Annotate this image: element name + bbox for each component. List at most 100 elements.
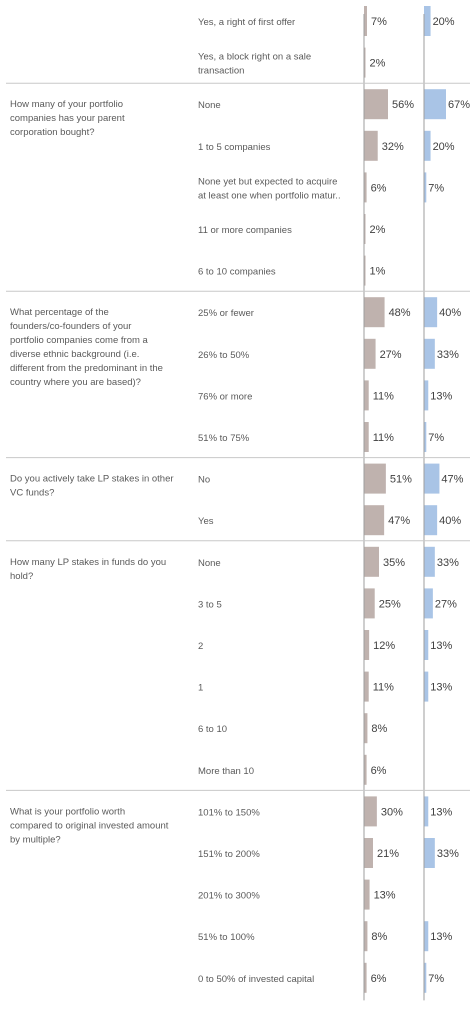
series2-value-label: 13%: [430, 682, 452, 694]
series2-bar: [424, 380, 429, 411]
series1-bar: [364, 671, 369, 702]
series1-value-label: 11%: [373, 432, 394, 444]
series1-value-label: 8%: [371, 723, 387, 735]
question-label: companies has your parent: [10, 113, 125, 124]
series1-value-label: 6%: [371, 182, 387, 194]
series2-bar: [424, 422, 427, 452]
series1-bar: [364, 962, 367, 993]
series1-value-label: 13%: [374, 890, 396, 902]
series2-value-label: 13%: [430, 390, 452, 402]
series2-bar: [424, 962, 427, 993]
answer-label: at least one when portfolio matur..: [198, 190, 341, 201]
series1-bar: [364, 588, 375, 619]
series2-bar: [424, 505, 438, 536]
series1-bar: [364, 921, 368, 952]
series1-bar: [364, 297, 385, 328]
answer-label: transaction: [198, 66, 244, 77]
question-label: different from the predominant in the: [10, 363, 163, 374]
series1-bar: [364, 713, 368, 744]
series2-bar: [424, 796, 429, 827]
series1-value-label: 48%: [389, 307, 411, 319]
question-label: VC funds?: [10, 488, 54, 499]
question-label: corporation bought?: [10, 127, 95, 138]
series2-bar: [424, 89, 446, 120]
answer-label: 1: [198, 683, 203, 694]
question-label: founders/co-founders of your: [10, 321, 131, 332]
series2-bar: [424, 921, 429, 952]
answer-label: 51% to 75%: [198, 433, 250, 444]
answer-label: None: [198, 100, 221, 111]
series1-bar: [364, 172, 367, 203]
series1-value-label: 47%: [388, 515, 410, 527]
series2-value-label: 27%: [435, 598, 457, 610]
answer-label: No: [198, 475, 210, 486]
series1-value-label: 27%: [380, 349, 402, 361]
series2-bar: [424, 838, 435, 868]
series1-bar: [364, 796, 377, 827]
answer-label: Yes, a block right on a sale: [198, 52, 311, 63]
series1-value-label: 12%: [373, 640, 395, 652]
series1-value-label: 2%: [370, 58, 386, 70]
answer-label: None yet but expected to acquire: [198, 176, 337, 187]
answer-label: 6 to 10: [198, 724, 227, 735]
answer-label: 0 to 50% of invested capital: [198, 974, 314, 985]
series1-value-label: 32%: [382, 141, 404, 153]
question-label: country where you are based)?: [10, 377, 141, 388]
answer-label: 25% or fewer: [198, 308, 254, 319]
answer-label: 201% to 300%: [198, 891, 260, 902]
series2-value-label: 13%: [430, 806, 452, 818]
question-label: by multiple?: [10, 834, 61, 845]
series2-value-label: 33%: [437, 848, 459, 860]
series1-value-label: 7%: [371, 16, 387, 28]
question-label: Do you actively take LP stakes in other: [10, 474, 174, 485]
series1-value-label: 30%: [381, 806, 403, 818]
series1-bar: [364, 89, 388, 120]
series2-value-label: 13%: [430, 931, 452, 943]
answer-label: None: [198, 558, 221, 569]
series2-bar: [424, 338, 435, 369]
answer-label: Yes, a right of first offer: [198, 17, 295, 28]
series1-bar: [364, 546, 379, 577]
answer-label: 2: [198, 641, 203, 652]
answer-label: 151% to 200%: [198, 849, 260, 860]
answer-label: More than 10: [198, 766, 254, 777]
series2-value-label: 47%: [441, 474, 463, 486]
series1-value-label: 51%: [390, 474, 412, 486]
answer-label: 1 to 5 companies: [198, 142, 271, 153]
series1-value-label: 21%: [377, 848, 399, 860]
question-label: How many of your portfolio: [10, 99, 123, 110]
answer-label: 11 or more companies: [198, 225, 292, 236]
series2-value-label: 7%: [428, 973, 444, 985]
series1-value-label: 2%: [370, 224, 386, 236]
series1-bar: [364, 879, 370, 910]
series2-bar: [424, 297, 438, 328]
series1-bar: [364, 838, 373, 868]
series1-value-label: 8%: [371, 931, 387, 943]
answer-label: 101% to 150%: [198, 807, 260, 818]
series1-bar: [364, 630, 370, 660]
series2-bar: [424, 630, 429, 660]
series1-value-label: 11%: [373, 682, 394, 694]
question-label: diverse ethnic background (i.e.: [10, 349, 139, 360]
series1-bar: [364, 130, 378, 161]
series2-value-label: 40%: [439, 515, 461, 527]
series2-bar: [424, 130, 431, 161]
question-label: What percentage of the: [10, 307, 109, 318]
question-label: What is your portfolio worth: [10, 806, 125, 817]
series2-bar: [424, 546, 435, 577]
series2-bar: [424, 6, 431, 36]
series1-value-label: 35%: [383, 557, 405, 569]
series2-value-label: 33%: [437, 557, 459, 569]
answer-label: 6 to 10 companies: [198, 267, 276, 278]
series1-bar: [364, 463, 386, 494]
question-label: hold?: [10, 571, 33, 582]
series2-value-label: 33%: [437, 349, 459, 361]
series2-value-label: 67%: [448, 99, 470, 111]
series2-value-label: 20%: [433, 141, 455, 153]
series2-bar: [424, 671, 429, 702]
series1-value-label: 25%: [379, 598, 401, 610]
answer-label: 26% to 50%: [198, 350, 250, 361]
question-label: How many LP stakes in funds do you: [10, 557, 166, 568]
question-label: portfolio companies come from a: [10, 335, 149, 346]
